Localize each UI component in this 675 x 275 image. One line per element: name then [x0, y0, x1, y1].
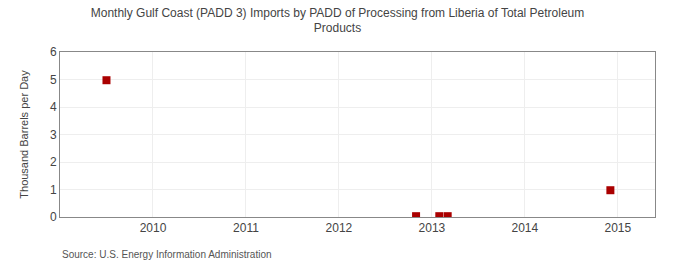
- svg-text:2012: 2012: [326, 221, 353, 235]
- svg-text:Thousand Barrels per Day: Thousand Barrels per Day: [18, 70, 30, 199]
- svg-text:Monthly Gulf Coast (PADD 3) Im: Monthly Gulf Coast (PADD 3) Imports by P…: [91, 6, 585, 36]
- svg-text:2014: 2014: [511, 221, 538, 235]
- svg-text:0: 0: [50, 210, 57, 224]
- svg-text:2015: 2015: [604, 221, 631, 235]
- svg-text:2011: 2011: [233, 221, 259, 235]
- svg-text:1: 1: [50, 183, 57, 197]
- svg-text:Source: U.S. Energy Informatio: Source: U.S. Energy Information Administ…: [62, 249, 272, 260]
- svg-text:5: 5: [50, 73, 57, 87]
- svg-text:3: 3: [50, 128, 57, 142]
- svg-text:6: 6: [50, 45, 57, 59]
- svg-text:2013: 2013: [419, 221, 446, 235]
- svg-text:2010: 2010: [140, 221, 167, 235]
- svg-text:2: 2: [50, 155, 57, 169]
- svg-text:4: 4: [50, 100, 57, 114]
